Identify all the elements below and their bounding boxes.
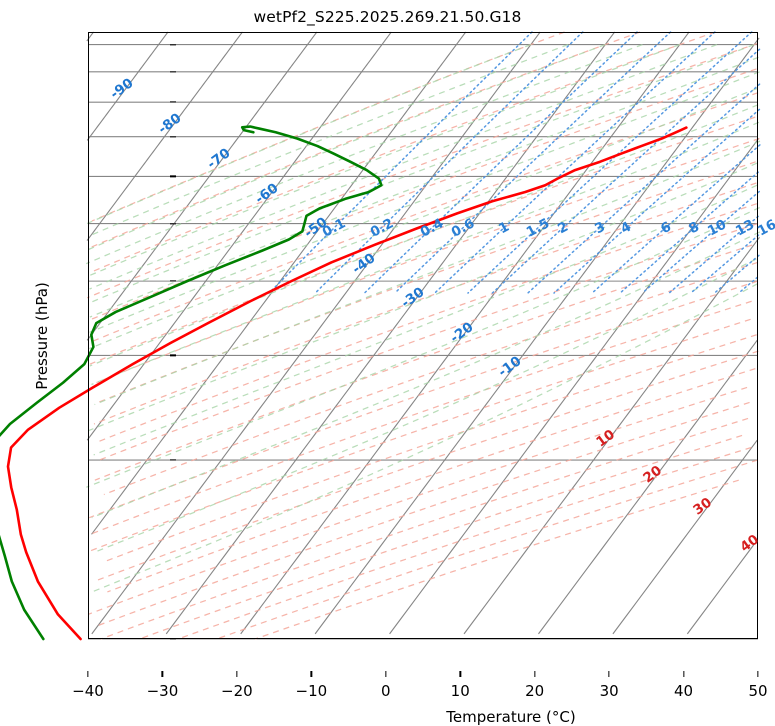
skewt-figure: wetPf2_S225.2025.269.21.50.G18 0.1 0.2 0.4… [0,8,775,726]
page-title: wetPf2_S225.2025.269.21.50.G18 [253,8,522,26]
x-axis-tick-label: 0 [380,682,391,700]
dewpoint-profile [0,125,383,641]
y-axis-tick-mark [170,354,176,357]
x-axis-tick-label: 20 [525,682,545,700]
x-axis-tick-mark [385,671,387,677]
x-axis-tick-label: −30 [146,682,179,700]
x-axis-label: Temperature (°C) [446,708,576,726]
plot-area[interactable]: 0.1 0.2 0.4 0.6 1 1.5 2 3 4 6 8 10 13 16 -90 -80 -70 -60-… [0,31,775,726]
y-axis-tick-mark [170,280,176,282]
y-axis-tick-mark [170,43,176,46]
y-axis-tick-mark [170,71,176,73]
data-layer [0,125,688,641]
x-axis-tick-mark [459,671,461,677]
x-axis-tick-label: 30 [599,682,619,700]
y-axis-tick-mark [170,222,176,225]
x-axis-tick-mark [534,671,536,677]
x-axis-tick-label: 10 [450,682,470,700]
x-axis-tick-mark [608,671,610,677]
x-axis-tick-mark [682,671,685,677]
x-axis-tick-mark [161,671,164,677]
y-axis-tick-mark [170,638,176,640]
y-axis-tick-mark [170,101,176,103]
y-axis-tick-mark [170,459,176,461]
x-axis-tick-label: −20 [221,682,253,700]
grid-layer [85,31,761,640]
y-axis-tick-mark [170,136,176,138]
x-axis-tick-label: −40 [72,682,104,700]
x-axis-tick-mark [236,671,238,677]
x-axis-tick-label: 40 [674,682,694,700]
x-axis-tick-mark [87,671,89,677]
x-axis-tick-label: −10 [295,682,328,700]
x-axis-tick-mark [310,671,312,677]
y-axis-label: Pressure (hPa) [33,281,51,390]
temperature-profile [6,126,688,641]
x-axis-tick-mark [757,671,759,677]
x-axis-tick-label: 50 [748,682,768,700]
y-axis-tick-mark [170,175,176,178]
